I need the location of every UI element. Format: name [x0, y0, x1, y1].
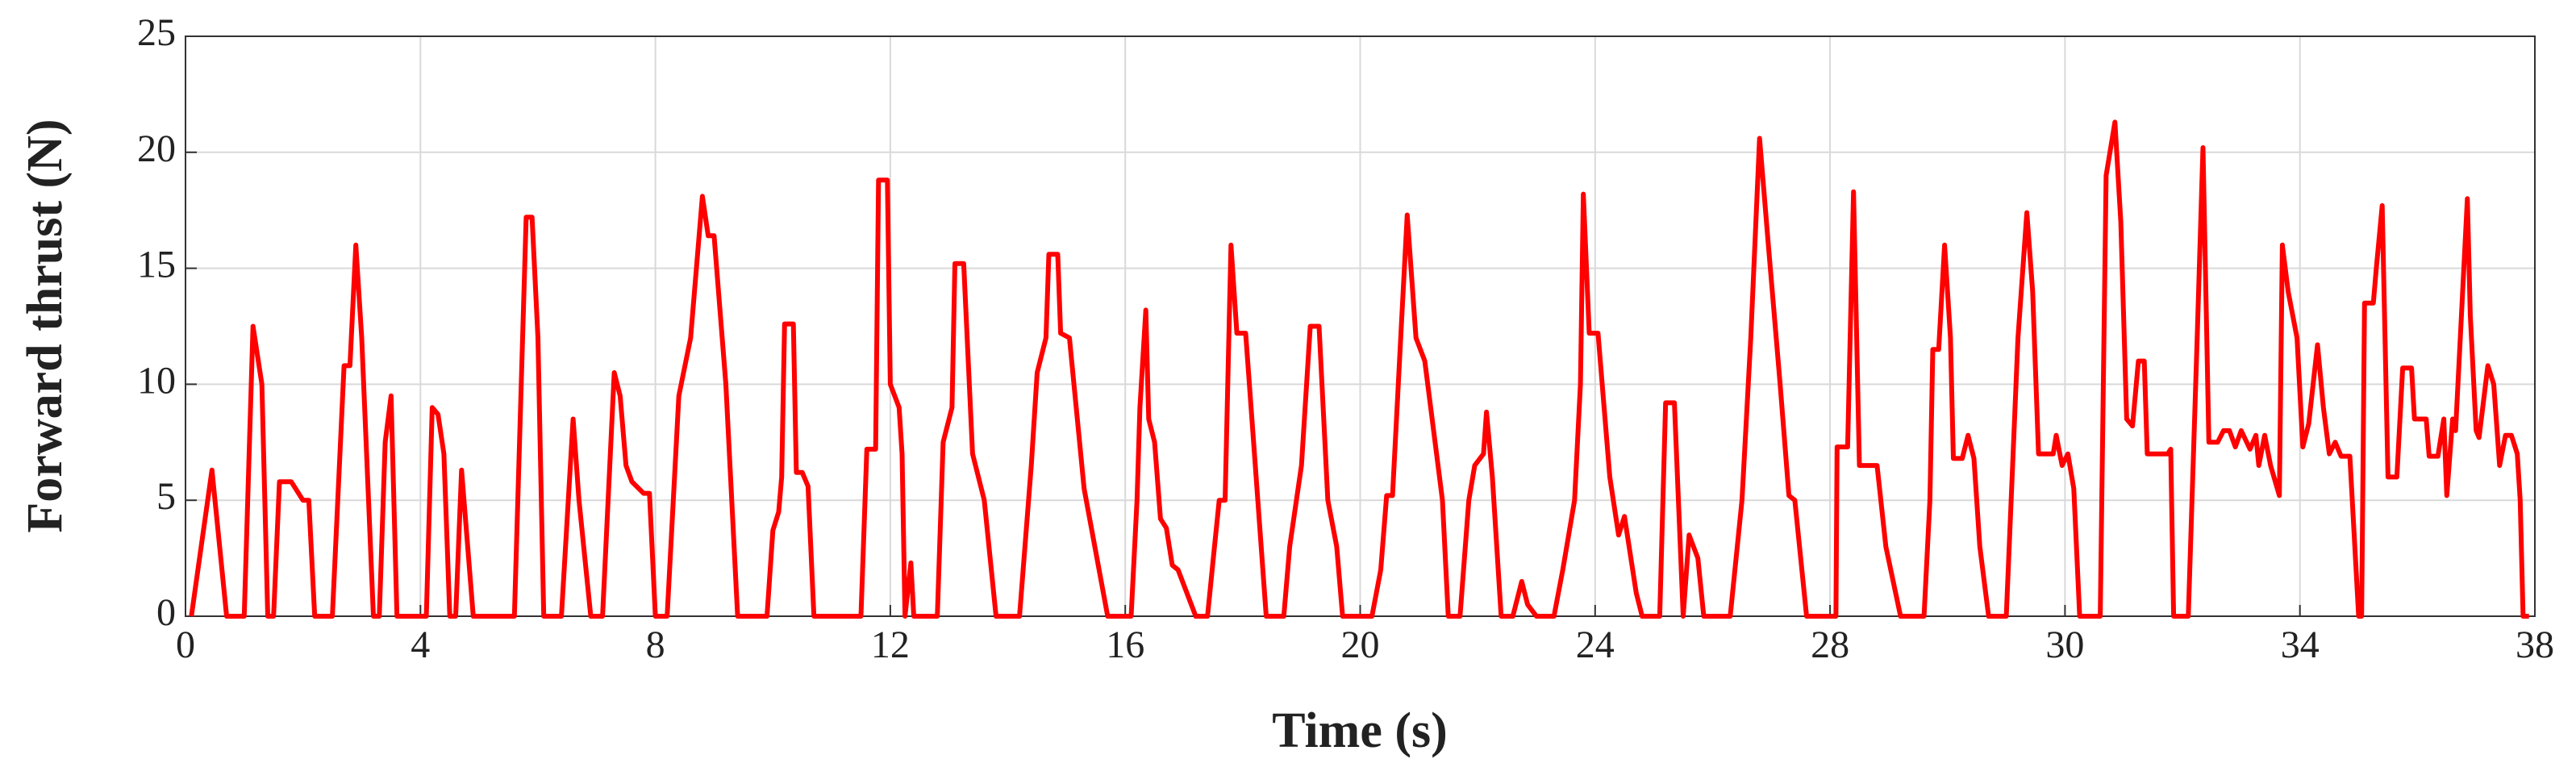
x-tick-label: 8 [646, 623, 665, 666]
y-tick-label: 20 [137, 127, 176, 170]
y-tick-label: 0 [156, 591, 176, 634]
y-tick-label: 25 [137, 11, 176, 54]
x-tick-label: 20 [1341, 623, 1380, 666]
x-tick-label: 34 [2281, 623, 2320, 666]
x-tick-label: 4 [411, 623, 430, 666]
y-tick-label: 10 [137, 359, 176, 402]
y-tick-label: 15 [137, 244, 176, 286]
x-tick-label: 12 [871, 623, 910, 666]
y-axis-title: Forward thrust (N) [18, 119, 73, 532]
x-tick-label: 0 [176, 623, 195, 666]
x-tick-label: 16 [1106, 623, 1144, 666]
x-axis-title: Time (s) [1272, 703, 1448, 758]
y-tick-label: 5 [156, 475, 176, 518]
x-tick-label: 38 [2516, 623, 2554, 666]
x-tick-label: 24 [1576, 623, 1615, 666]
x-tick-label: 30 [2045, 623, 2084, 666]
x-tick-label: 28 [1811, 623, 1849, 666]
data-line [189, 119, 2529, 619]
